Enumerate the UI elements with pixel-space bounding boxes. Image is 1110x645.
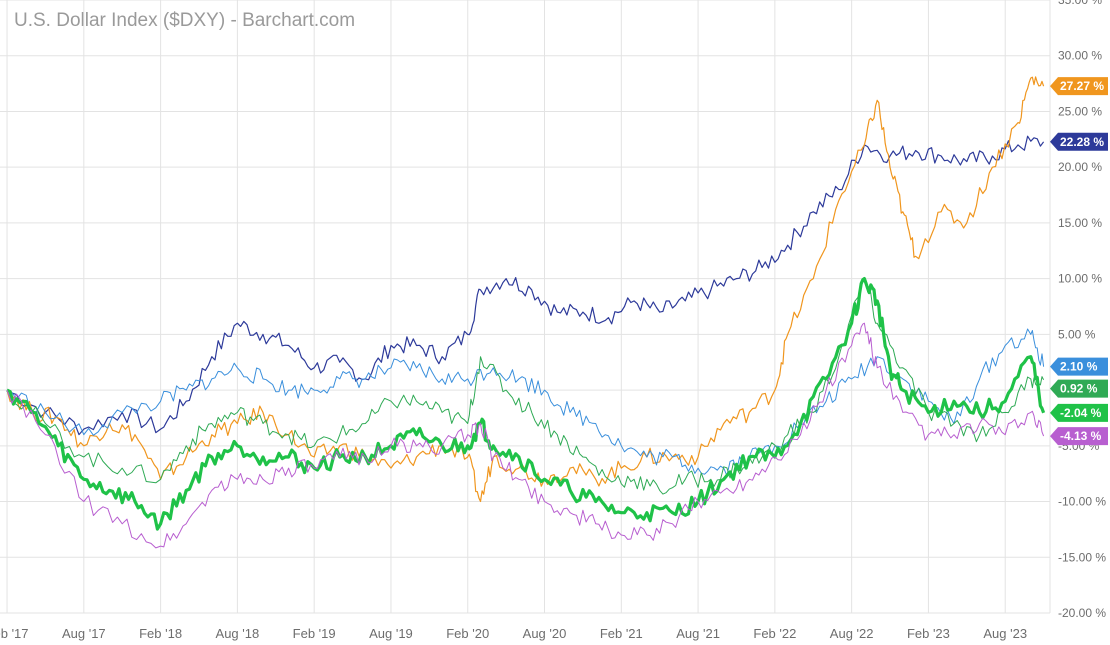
x-tick-label: Aug '22 (830, 626, 874, 641)
badge-shape (1050, 77, 1108, 96)
y-tick-label: -15.00 % (1058, 550, 1106, 564)
x-tick-label: Feb '18 (139, 626, 182, 641)
badge-text: -4.13 % (1060, 429, 1102, 443)
x-tick-label: Aug '18 (216, 626, 260, 641)
y-tick-label: -20.00 % (1058, 606, 1106, 620)
y-tick-label: -10.00 % (1058, 495, 1106, 509)
x-tick-label: Feb '19 (293, 626, 336, 641)
badge-shape (1050, 379, 1108, 398)
badge-text: -2.04 % (1060, 406, 1102, 420)
y-tick-label: 10.00 % (1058, 272, 1102, 286)
y-tick-label: 20.00 % (1058, 160, 1102, 174)
x-tick-label: Feb '17 (0, 626, 29, 641)
badge-shape (1050, 427, 1108, 446)
x-tick-label: Aug '17 (62, 626, 106, 641)
last-value-badge: -4.13 % (1050, 427, 1108, 446)
y-tick-label: 5.00 % (1058, 327, 1096, 341)
y-tick-label: 35.00 % (1058, 0, 1102, 7)
x-tick-label: Feb '22 (753, 626, 796, 641)
last-value-badge: 2.10 % (1050, 357, 1108, 376)
horizontal-gridlines (0, 0, 1050, 614)
x-tick-label: Feb '21 (600, 626, 643, 641)
badge-text: 2.10 % (1060, 360, 1098, 374)
last-value-badge: 0.92 % (1050, 379, 1108, 398)
badge-text: 27.27 % (1060, 79, 1104, 93)
badge-shape (1050, 132, 1108, 151)
badge-shape (1050, 403, 1108, 422)
series-line (6, 277, 1046, 531)
y-tick-label: 30.00 % (1058, 49, 1102, 63)
last-value-badges: 27.27 % 22.28 % 2.10 % 0.92 % -2.04 % -4.13 % (1050, 77, 1108, 446)
x-tick-label: Feb '20 (446, 626, 489, 641)
last-value-badge: -2.04 % (1050, 403, 1108, 422)
series-group (6, 76, 1046, 549)
series-line (6, 278, 1045, 495)
last-value-badge: 22.28 % (1050, 132, 1108, 151)
y-tick-label: 25.00 % (1058, 104, 1102, 118)
series-line (6, 135, 1045, 436)
series-line (6, 76, 1045, 503)
vertical-gridlines (6, 0, 1051, 613)
badge-text: 0.92 % (1060, 382, 1098, 396)
last-value-badge: 27.27 % (1050, 77, 1108, 96)
badge-text: 22.28 % (1060, 135, 1104, 149)
x-tick-label: Aug '21 (676, 626, 720, 641)
chart-title: U.S. Dollar Index ($DXY) - Barchart.com (14, 10, 356, 31)
badge-shape (1050, 357, 1108, 376)
series-line (6, 322, 1045, 549)
x-tick-label: Aug '20 (523, 626, 567, 641)
y-tick-label: 15.00 % (1058, 216, 1102, 230)
x-tick-label: Aug '23 (983, 626, 1027, 641)
x-tick-label: Feb '23 (907, 626, 950, 641)
x-tick-label: Aug '19 (369, 626, 413, 641)
x-axis-ticks: Feb '17 Aug '17 Feb '18 Aug '18 Feb '19 Aug '… (0, 626, 1027, 641)
